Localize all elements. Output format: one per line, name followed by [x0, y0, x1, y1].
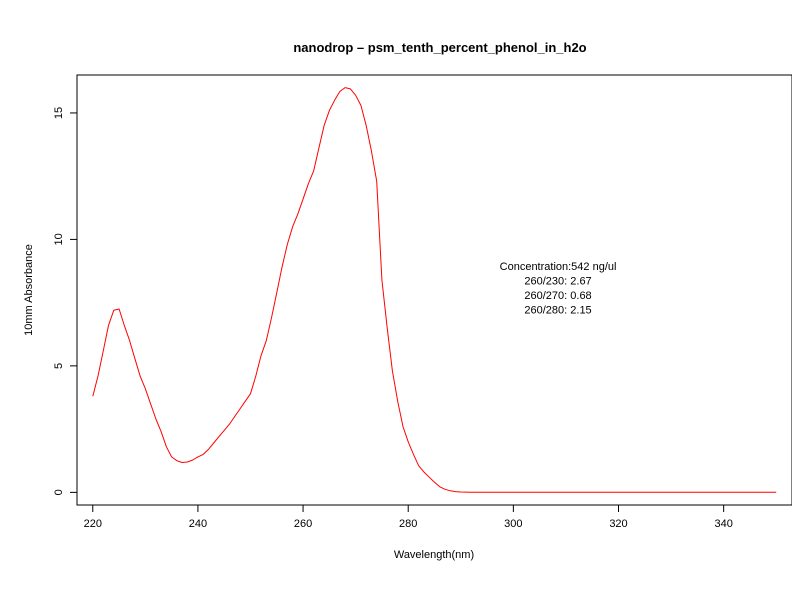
y-axis-label: 10mm Absorbance: [23, 244, 35, 336]
annotation-line: 260/270: 0.68: [524, 290, 591, 302]
annotation-block: Concentration:542 ng/ul 260/230: 2.67 260/…: [500, 261, 617, 317]
x-tick-label: 260: [294, 518, 312, 530]
x-axis-label: Wavelength(nm): [394, 549, 474, 561]
y-tick-label: 10: [53, 233, 65, 245]
annotation-line: Concentration:542 ng/ul: [500, 261, 617, 273]
chart-title: nanodrop – psm_tenth_percent_phenol_in_h…: [293, 40, 586, 55]
x-tick-label: 240: [189, 518, 207, 530]
annotation-line: 260/230: 2.67: [524, 275, 591, 287]
x-tick-label: 300: [504, 518, 522, 530]
x-tick-label: 340: [714, 518, 732, 530]
x-tick-label: 220: [84, 518, 102, 530]
x-tick-label: 280: [399, 518, 417, 530]
x-axis: 220 240 260 280 300 320 340: [84, 505, 733, 530]
absorbance-line: [92, 87, 777, 493]
x-tick-label: 320: [609, 518, 627, 530]
series-group: [92, 87, 777, 493]
y-axis: 0 5 10 15: [53, 107, 77, 495]
y-tick-label: 5: [53, 363, 65, 369]
annotation-line: 260/280: 2.15: [524, 304, 591, 316]
y-tick-label: 0: [53, 489, 65, 495]
y-tick-label: 15: [53, 107, 65, 119]
plot-frame: [76, 74, 792, 506]
